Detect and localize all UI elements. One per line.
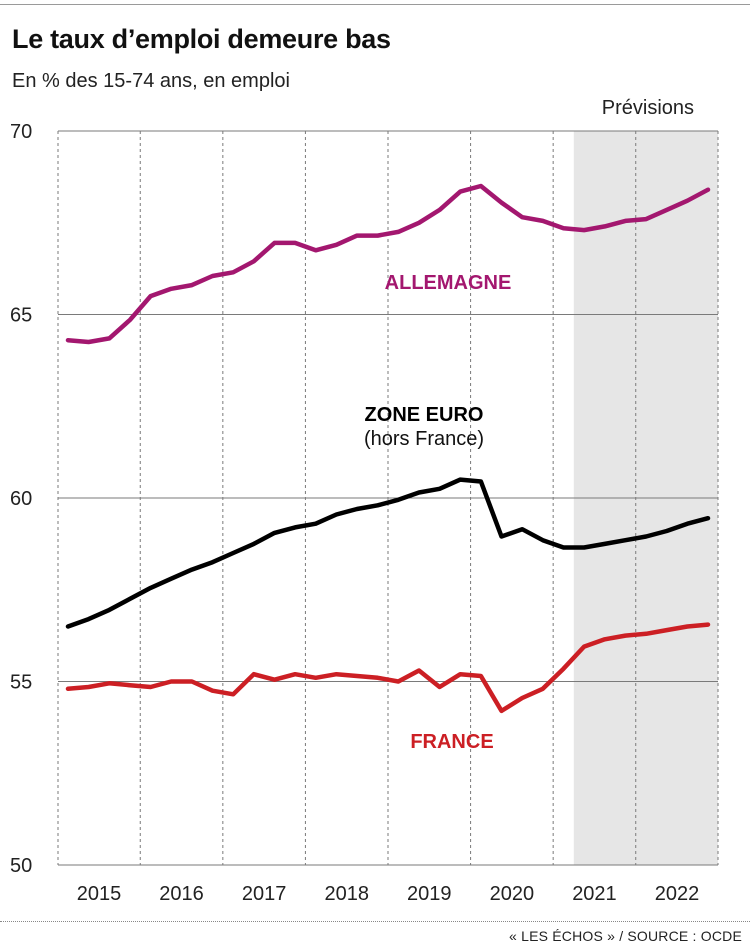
y-tick-label-65: 65 <box>10 305 32 327</box>
y-tick-label-60: 60 <box>10 488 32 510</box>
chart-subtitle: En % des 15-74 ans, en emploi <box>12 70 290 92</box>
series-sublabel-zone_euro: (hors France) <box>364 428 484 450</box>
y-tick-label-70: 70 <box>10 121 32 143</box>
series-line-allemagne <box>65 183 711 345</box>
bottom-rule <box>0 921 750 922</box>
x-tick-label-2017: 2017 <box>242 883 287 905</box>
x-tick-label-2015: 2015 <box>77 883 122 905</box>
x-tick-label-2022: 2022 <box>655 883 700 905</box>
top-rule <box>0 4 750 5</box>
x-tick-label-2016: 2016 <box>159 883 204 905</box>
source-credit: « LES ÉCHOS » / SOURCE : OCDE <box>509 928 742 944</box>
x-tick-label-2020: 2020 <box>490 883 535 905</box>
series-label-allemagne: ALLEMAGNE <box>385 272 512 294</box>
series-label-france: FRANCE <box>410 731 493 753</box>
y-tick-label-55: 55 <box>10 672 32 694</box>
x-tick-label-2018: 2018 <box>324 883 369 905</box>
series-line-zone_euro <box>65 477 711 629</box>
y-tick-label-50: 50 <box>10 855 32 877</box>
x-tick-label-2021: 2021 <box>572 883 617 905</box>
chart-title: Le taux d’emploi demeure bas <box>12 24 391 54</box>
series-label-zone_euro: ZONE EURO <box>365 404 484 426</box>
forecast-label: Prévisions <box>602 97 694 119</box>
series-line-france <box>65 622 711 714</box>
x-tick-label-2019: 2019 <box>407 883 452 905</box>
